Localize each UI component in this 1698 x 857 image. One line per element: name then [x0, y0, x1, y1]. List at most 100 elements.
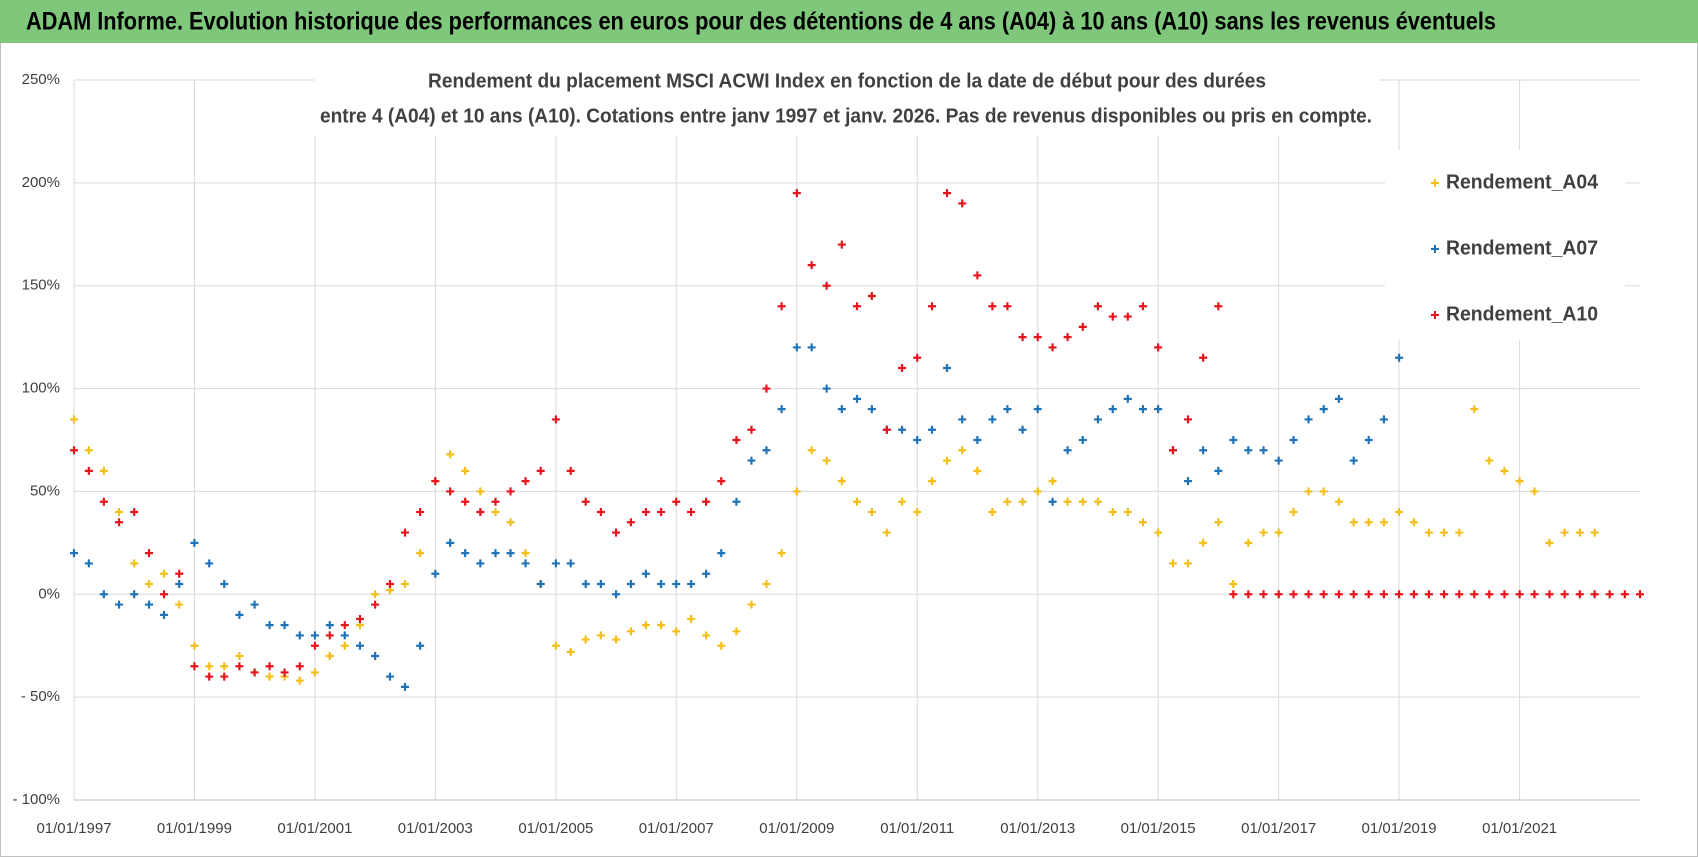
data-point: [1349, 590, 1358, 599]
data-point: [491, 497, 500, 506]
data-point: [130, 559, 139, 568]
data-point: [1515, 477, 1524, 486]
data-point: [265, 662, 274, 671]
data-point: [596, 631, 605, 640]
data-point: [1349, 518, 1358, 527]
data-point: [1545, 590, 1554, 599]
data-point: [973, 271, 982, 280]
data-point: [898, 364, 907, 372]
banner-title: ADAM Informe. Evolution historique des p…: [26, 8, 1496, 36]
data-point: [1078, 436, 1087, 444]
data-point: [310, 641, 319, 650]
data-point: [1304, 590, 1313, 599]
data-point: [175, 580, 184, 588]
data-point: [672, 497, 681, 506]
data-point: [265, 672, 274, 681]
data-point: [837, 240, 846, 249]
data-point: [1289, 590, 1298, 599]
data-point: [1229, 580, 1238, 588]
data-point: [115, 600, 124, 609]
data-point: [235, 652, 244, 660]
data-point: [521, 559, 530, 568]
data-point: [1244, 590, 1253, 599]
data-point: [1259, 528, 1268, 537]
data-point: [973, 436, 982, 444]
data-point: [626, 580, 635, 588]
data-point: [1229, 436, 1238, 444]
data-point: [1018, 497, 1027, 506]
data-point: [340, 631, 349, 640]
data-point: [1304, 415, 1313, 424]
data-point: [280, 668, 289, 677]
data-point: [1214, 518, 1223, 527]
data-point: [70, 446, 78, 455]
data-point: [1199, 446, 1208, 455]
x-tick-label: 01/01/2005: [518, 820, 593, 837]
data-point: [988, 415, 997, 424]
data-point: [295, 631, 304, 640]
data-point: [777, 302, 786, 311]
data-point: [882, 425, 891, 434]
data-point: [461, 549, 470, 558]
data-point: [476, 487, 485, 496]
data-point: [1033, 487, 1042, 496]
data-point: [1229, 590, 1238, 599]
legend-marker: [1431, 311, 1439, 319]
data-point: [400, 528, 409, 537]
data-point: [1274, 456, 1283, 465]
data-point: [853, 497, 861, 506]
data-point: [1334, 590, 1343, 599]
legend-marker: [1431, 245, 1439, 253]
data-point: [1500, 466, 1509, 475]
data-point: [250, 600, 259, 609]
data-point: [1289, 436, 1298, 444]
data-point: [1199, 353, 1208, 362]
x-tick-label: 01/01/1997: [36, 820, 111, 837]
data-point: [1364, 518, 1373, 527]
chart-subtitle: entre 4 (A04) et 10 ans (A10). Cotations…: [320, 105, 1372, 127]
data-point: [461, 497, 470, 506]
data-point: [1183, 415, 1192, 424]
data-point: [1183, 559, 1192, 568]
x-tick-label: 01/01/2021: [1482, 820, 1557, 837]
banner: [0, 0, 1698, 43]
data-point: [1560, 590, 1569, 599]
data-point: [657, 580, 666, 588]
data-point: [853, 394, 861, 403]
data-point: [130, 590, 139, 599]
data-point: [958, 446, 967, 455]
data-point: [566, 559, 575, 568]
data-point: [762, 446, 771, 455]
data-point: [280, 621, 289, 630]
data-point: [687, 580, 696, 588]
data-point: [506, 549, 515, 558]
data-point: [1078, 322, 1087, 331]
data-point: [1018, 333, 1027, 342]
x-tick-label: 01/01/2003: [398, 820, 473, 837]
data-point: [1063, 333, 1072, 342]
data-point: [145, 549, 154, 558]
data-point: [807, 446, 816, 455]
y-tick-label: 200%: [22, 174, 60, 191]
data-point: [1545, 538, 1554, 547]
chart-title: Rendement du placement MSCI ACWI Index e…: [428, 70, 1266, 92]
data-point: [1154, 405, 1163, 414]
data-point: [1440, 590, 1449, 599]
data-point: [566, 647, 575, 656]
data-point: [190, 538, 199, 547]
data-point: [732, 436, 741, 444]
data-point: [1605, 590, 1614, 599]
data-point: [521, 549, 530, 558]
data-point: [807, 343, 816, 352]
data-point: [928, 477, 937, 486]
data-point: [1048, 343, 1057, 352]
data-point: [626, 518, 635, 527]
data-point: [762, 580, 771, 588]
data-point: [491, 508, 500, 516]
data-point: [551, 559, 560, 568]
data-point: [220, 580, 229, 588]
data-point: [325, 652, 334, 660]
data-point: [325, 631, 334, 640]
data-point: [235, 610, 244, 619]
data-point: [310, 668, 319, 677]
